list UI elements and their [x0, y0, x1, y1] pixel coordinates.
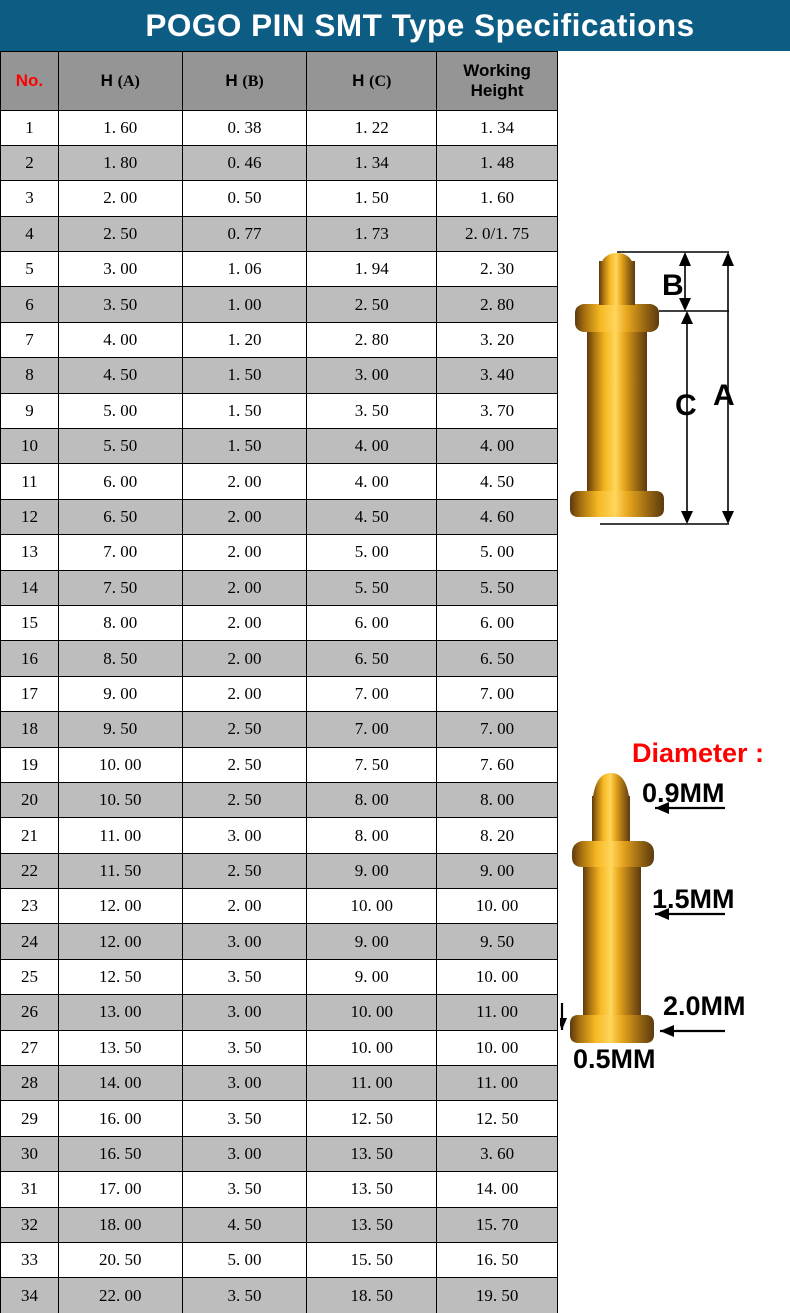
svg-text:2.0MM: 2.0MM — [663, 991, 746, 1021]
svg-text:C: C — [675, 389, 697, 422]
svg-text:0.9MM: 0.9MM — [642, 778, 725, 808]
svg-text:0.5MM: 0.5MM — [573, 1044, 656, 1074]
svg-text:B: B — [662, 269, 684, 302]
svg-text:Diameter :: Diameter : — [632, 738, 764, 768]
svg-text:1.5MM: 1.5MM — [652, 884, 735, 914]
svg-text:A: A — [713, 379, 735, 412]
